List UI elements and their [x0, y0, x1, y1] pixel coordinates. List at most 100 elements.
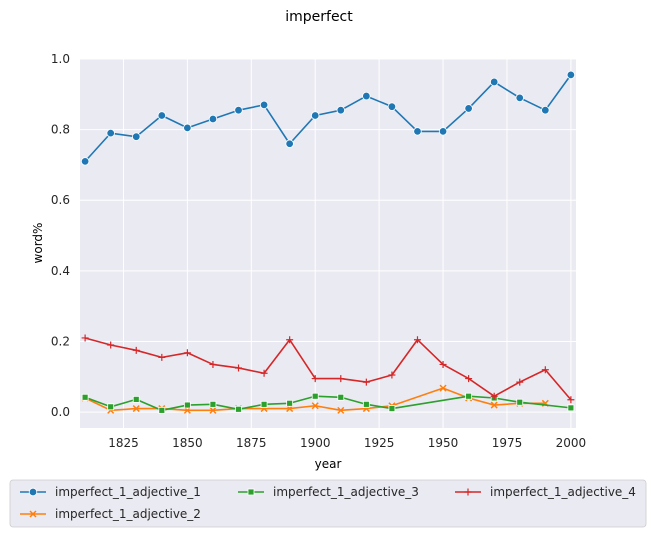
data-point — [541, 366, 549, 374]
data-point — [489, 77, 499, 87]
series-3 — [81, 392, 575, 414]
data-point — [285, 139, 294, 148]
chart-title: imperfect — [285, 9, 353, 25]
data-point — [311, 392, 319, 400]
data-point — [465, 375, 473, 383]
data-point — [439, 360, 447, 368]
x-tick-label: 1900 — [300, 436, 331, 450]
data-point — [234, 106, 243, 115]
data-point — [81, 334, 89, 342]
data-point — [337, 393, 345, 401]
data-point — [337, 375, 345, 383]
series-4 — [81, 334, 575, 404]
data-point — [209, 400, 217, 408]
data-point — [516, 378, 524, 386]
x-axis-label: year — [315, 457, 342, 471]
data-point — [387, 102, 397, 111]
data-point — [158, 406, 166, 414]
data-point — [566, 70, 576, 80]
data-point — [106, 128, 115, 138]
data-point — [439, 384, 447, 392]
y-tick-label: 1.0 — [51, 52, 70, 66]
data-point — [465, 392, 473, 400]
data-point — [362, 91, 371, 101]
data-point — [464, 104, 473, 113]
data-point — [260, 369, 268, 377]
y-tick-label: 0.6 — [51, 193, 70, 207]
data-point — [107, 403, 115, 411]
legend-item: imperfect_1_adjective_3 — [238, 485, 419, 499]
series-line — [84, 74, 572, 162]
data-point — [311, 402, 319, 410]
data-point — [362, 400, 370, 408]
data-point — [515, 93, 524, 103]
data-point — [235, 405, 242, 413]
legend-marker — [28, 487, 38, 497]
plot-background — [80, 59, 576, 428]
data-point — [235, 364, 243, 372]
legend-marker — [464, 488, 472, 496]
legend: imperfect_1_adjective_1 imperfect_1_adjec… — [9, 479, 647, 528]
legend-item: imperfect_1_adjective_2 — [20, 507, 201, 521]
y-tick-label: 0.0 — [51, 405, 70, 419]
legend-marker — [247, 488, 255, 496]
y-tick-label: 0.4 — [51, 264, 70, 278]
legend-label: imperfect_1_adjective_3 — [273, 485, 419, 499]
data-point — [516, 398, 524, 406]
legend-item: imperfect_1_adjective_4 — [455, 485, 636, 499]
data-point — [490, 401, 498, 409]
y-tick-label: 0.2 — [51, 334, 70, 348]
series-1 — [80, 70, 576, 166]
data-point — [183, 401, 191, 409]
data-point — [132, 132, 141, 141]
x-tick-label: 1850 — [172, 436, 203, 450]
data-point — [157, 111, 167, 120]
y-tick-label: 0.8 — [51, 123, 70, 137]
x-tick-label: 1975 — [492, 436, 523, 450]
data-point — [567, 404, 575, 412]
legend-frame — [9, 479, 647, 528]
data-point — [259, 100, 269, 110]
data-point — [413, 336, 421, 344]
data-point — [80, 157, 90, 166]
data-point — [567, 396, 575, 404]
legend-marker — [29, 510, 37, 518]
series-line — [84, 337, 572, 401]
x-tick-label: 2000 — [556, 436, 587, 450]
plot-area: 1825 1850 1875 1900 1925 1950 1975 2000 0.0 0.2 0.… — [51, 52, 586, 450]
data-point — [337, 406, 345, 414]
data-point — [362, 378, 370, 386]
data-point — [260, 400, 268, 408]
data-point — [388, 405, 396, 412]
legend-item: imperfect_1_adjective_1 — [20, 485, 201, 499]
x-tick-label: 1950 — [428, 436, 459, 450]
data-point — [132, 346, 140, 354]
x-tick-label: 1875 — [236, 436, 267, 450]
data-point — [81, 393, 89, 401]
data-point — [490, 392, 498, 400]
data-point — [311, 375, 319, 383]
data-point — [286, 336, 294, 344]
legend-label: imperfect_1_adjective_1 — [55, 485, 201, 499]
data-point — [107, 341, 115, 349]
data-point — [209, 406, 217, 414]
x-tick-label: 1825 — [108, 436, 139, 450]
data-point — [158, 353, 166, 361]
x-tick-label: 1925 — [364, 436, 395, 450]
data-point — [183, 123, 192, 133]
data-point — [413, 127, 422, 136]
data-point — [209, 360, 217, 368]
data-point — [336, 106, 345, 115]
data-point — [438, 127, 448, 136]
data-point — [183, 349, 191, 357]
data-point — [541, 106, 550, 115]
legend-label: imperfect_1_adjective_4 — [490, 485, 636, 499]
data-point — [286, 399, 294, 407]
y-axis-label: word% — [31, 223, 45, 264]
data-point — [132, 405, 140, 413]
legend-label: imperfect_1_adjective_2 — [55, 507, 201, 521]
data-point — [208, 114, 218, 124]
data-point — [311, 111, 320, 120]
data-point — [388, 371, 396, 379]
